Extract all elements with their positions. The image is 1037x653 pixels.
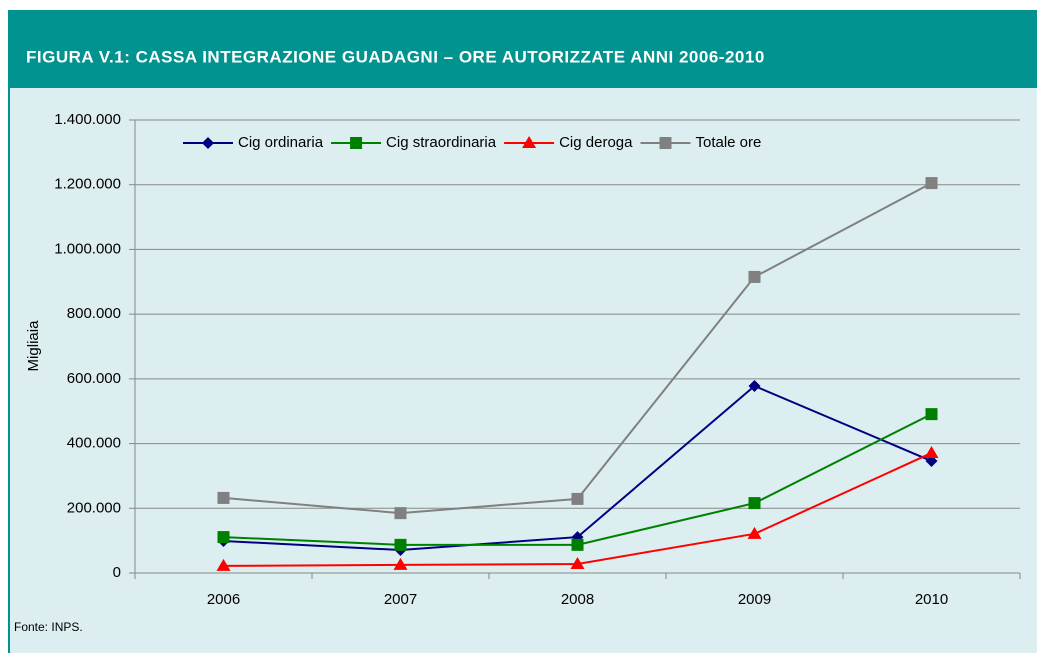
y-tick-label: 1.000.000 — [54, 240, 121, 257]
header-band — [8, 10, 1037, 88]
source-note: Fonte: INPS. — [14, 620, 83, 634]
data-point — [925, 177, 938, 190]
y-tick-label: 800.000 — [67, 305, 121, 322]
legend-marker — [202, 137, 214, 149]
legend-label: Totale ore — [695, 134, 761, 151]
data-point — [571, 538, 584, 551]
chart-background — [8, 88, 1037, 653]
legend-label: Cig ordinaria — [238, 134, 324, 151]
data-point — [924, 445, 939, 458]
data-point — [571, 492, 584, 505]
legend-label: Cig straordinaria — [386, 134, 497, 151]
y-tick-label: 1.200.000 — [54, 176, 121, 193]
y-tick-label: 0 — [113, 564, 121, 581]
data-point — [570, 556, 585, 569]
data-point — [393, 557, 408, 570]
data-point — [394, 507, 407, 520]
x-tick-label: 2006 — [207, 591, 240, 608]
x-tick-label: 2008 — [561, 591, 594, 608]
legend-marker — [659, 137, 672, 149]
chart-title: FIGURA V.1: CASSA INTEGRAZIONE GUADAGNI … — [26, 47, 765, 66]
x-tick-label: 2009 — [738, 591, 771, 608]
data-point — [394, 538, 407, 551]
y-tick-label: 200.000 — [67, 499, 121, 516]
y-tick-label: 1.400.000 — [54, 111, 121, 128]
x-tick-label: 2010 — [915, 591, 948, 608]
legend-marker — [350, 137, 363, 149]
x-tick-label: 2007 — [384, 591, 417, 608]
data-point — [217, 531, 230, 544]
data-point — [748, 379, 761, 392]
data-point — [748, 497, 761, 510]
data-point — [747, 526, 762, 539]
y-tick-label: 600.000 — [67, 370, 121, 387]
data-point — [217, 491, 230, 504]
left-border — [8, 88, 10, 653]
legend-label: Cig deroga — [559, 134, 633, 151]
y-tick-label: 400.000 — [67, 435, 121, 452]
legend-marker — [522, 136, 537, 148]
data-point — [748, 270, 761, 283]
y-axis-label: Migliaia — [25, 320, 42, 372]
data-point — [925, 408, 938, 421]
data-point — [925, 455, 938, 468]
data-point — [216, 558, 231, 571]
